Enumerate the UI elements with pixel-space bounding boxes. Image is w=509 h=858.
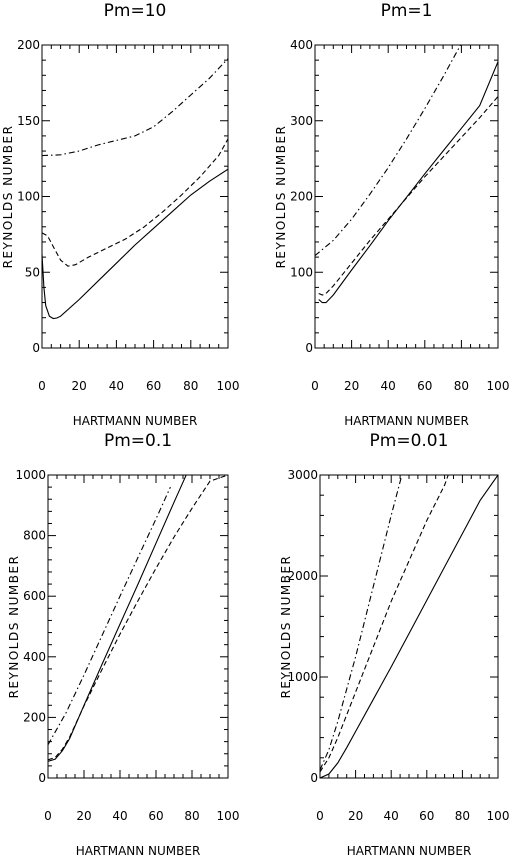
x-tick-label: 0 bbox=[38, 379, 46, 393]
series-line-dashdot bbox=[42, 58, 228, 157]
series-line-dashed bbox=[42, 138, 228, 267]
x-tick-label: 60 bbox=[417, 379, 432, 393]
x-tick-label: 20 bbox=[76, 809, 91, 823]
y-tick-label: 1000 bbox=[287, 670, 318, 684]
x-tick-label: 100 bbox=[217, 379, 240, 393]
x-tick-label: 0 bbox=[44, 809, 52, 823]
y-tick-label: 200 bbox=[290, 190, 313, 204]
y-tick-label: 100 bbox=[17, 190, 40, 204]
y-tick-label: 0 bbox=[32, 341, 40, 355]
series-line-dashdot bbox=[315, 45, 462, 257]
chart-title: Pm=1 bbox=[381, 1, 433, 21]
y-tick-label: 400 bbox=[23, 650, 46, 664]
series-line-solid bbox=[318, 61, 498, 304]
x-axis-label: HARTMANN NUMBER bbox=[73, 414, 198, 428]
series-line-dashdot bbox=[320, 475, 403, 771]
y-tick-label: 600 bbox=[23, 589, 46, 603]
series-line-solid bbox=[48, 475, 187, 762]
x-tick-label: 0 bbox=[316, 809, 324, 823]
y-axis-label: REYNOLDS NUMBER bbox=[274, 125, 288, 269]
y-tick-label: 800 bbox=[23, 529, 46, 543]
x-tick-label: 0 bbox=[311, 379, 319, 393]
series-line-solid bbox=[42, 168, 228, 320]
y-tick-label: 0 bbox=[310, 771, 318, 785]
x-tick-label: 40 bbox=[384, 809, 399, 823]
y-tick-label: 100 bbox=[290, 265, 313, 279]
x-tick-label: 80 bbox=[184, 809, 199, 823]
y-tick-label: 1000 bbox=[15, 468, 46, 482]
series-line-dashdot bbox=[48, 486, 171, 745]
x-axis-label: HARTMANN NUMBER bbox=[76, 844, 201, 858]
x-tick-label: 100 bbox=[217, 809, 240, 823]
x-tick-label: 20 bbox=[344, 379, 359, 393]
x-tick-label: 80 bbox=[183, 379, 198, 393]
y-tick-label: 3000 bbox=[287, 468, 318, 482]
x-tick-label: 40 bbox=[112, 809, 127, 823]
y-tick-label: 300 bbox=[290, 114, 313, 128]
chart-title: Pm=10 bbox=[104, 1, 167, 21]
y-tick-label: 2000 bbox=[287, 569, 318, 583]
x-tick-label: 80 bbox=[454, 379, 469, 393]
y-tick-label: 0 bbox=[305, 341, 313, 355]
x-tick-label: 100 bbox=[487, 809, 509, 823]
y-tick-label: 400 bbox=[290, 38, 313, 52]
x-tick-label: 20 bbox=[72, 379, 87, 393]
x-tick-label: 60 bbox=[148, 809, 163, 823]
y-axis-label: REYNOLDS NUMBER bbox=[7, 555, 21, 699]
y-tick-label: 150 bbox=[17, 114, 40, 128]
x-tick-label: 40 bbox=[109, 379, 124, 393]
x-tick-label: 40 bbox=[381, 379, 396, 393]
x-tick-label: 20 bbox=[348, 809, 363, 823]
chart-title: Pm=0.1 bbox=[104, 431, 172, 451]
x-axis-label: HARTMANN NUMBER bbox=[344, 414, 469, 428]
plot-frame bbox=[41, 44, 229, 349]
y-tick-label: 200 bbox=[23, 710, 46, 724]
y-tick-label: 200 bbox=[17, 38, 40, 52]
y-tick-label: 50 bbox=[25, 265, 40, 279]
x-tick-label: 60 bbox=[146, 379, 161, 393]
series-line-solid bbox=[320, 475, 498, 778]
plot-frame bbox=[47, 474, 229, 779]
plot-frame bbox=[319, 474, 499, 779]
x-tick-label: 60 bbox=[419, 809, 434, 823]
y-axis-label: REYNOLDS NUMBER bbox=[279, 555, 293, 699]
chart-title: Pm=0.01 bbox=[370, 431, 449, 451]
y-axis-label: REYNOLDS NUMBER bbox=[1, 125, 15, 269]
series-line-dashed bbox=[48, 475, 228, 761]
series-line-dashed bbox=[318, 96, 498, 296]
series-line-dashed bbox=[320, 475, 449, 773]
x-tick-label: 100 bbox=[487, 379, 509, 393]
x-tick-label: 80 bbox=[455, 809, 470, 823]
y-tick-label: 0 bbox=[38, 771, 46, 785]
x-axis-label: HARTMANN NUMBER bbox=[347, 844, 472, 858]
